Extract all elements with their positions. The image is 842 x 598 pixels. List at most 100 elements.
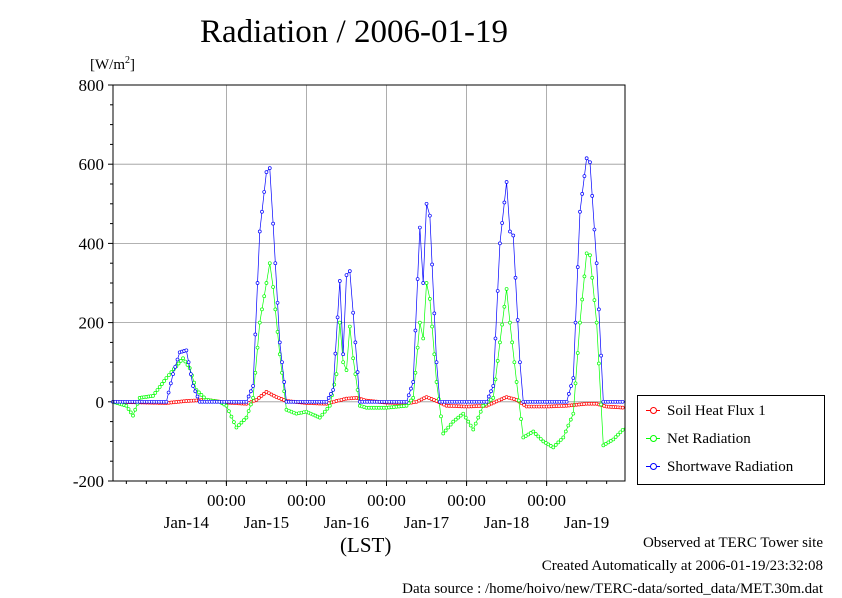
data-point <box>500 322 504 327</box>
data-point <box>478 409 483 414</box>
data-point <box>443 428 448 433</box>
data-point <box>613 435 618 439</box>
data-point <box>493 377 498 382</box>
data-point <box>253 332 258 337</box>
data-point <box>432 352 437 357</box>
data-point <box>128 410 133 415</box>
data-point <box>578 209 582 214</box>
data-point <box>561 435 566 440</box>
data-point <box>456 415 461 420</box>
data-point <box>531 429 536 434</box>
data-point <box>131 413 135 418</box>
data-point <box>498 241 502 246</box>
y-tick-label: 400 <box>79 234 105 253</box>
data-point <box>322 409 327 414</box>
data-point <box>588 253 592 258</box>
data-point <box>234 425 239 430</box>
data-point <box>575 351 580 355</box>
data-point <box>513 275 518 280</box>
data-point <box>413 370 418 375</box>
data-point <box>590 275 595 280</box>
data-point <box>224 403 229 408</box>
data-point <box>255 281 260 285</box>
data-point <box>355 370 360 374</box>
data-point <box>616 432 620 437</box>
data-point <box>538 437 543 441</box>
data-point <box>162 379 166 383</box>
data-point <box>582 174 587 178</box>
data-point <box>564 399 569 404</box>
data-point <box>428 213 432 218</box>
data-point <box>620 428 625 432</box>
data-point <box>262 190 267 194</box>
data-point <box>337 320 342 325</box>
data-point <box>351 310 356 315</box>
data-point <box>597 307 601 312</box>
data-point <box>273 307 278 312</box>
x-tick-label: 00:00 <box>367 491 406 510</box>
data-point <box>461 411 466 416</box>
data-point <box>481 403 486 408</box>
data-point <box>262 392 266 396</box>
unit-close: ] <box>130 57 135 73</box>
data-point <box>251 384 255 388</box>
data-point <box>267 261 272 266</box>
data-point <box>199 393 204 397</box>
data-point <box>504 180 509 184</box>
data-point <box>491 395 496 400</box>
data-point <box>566 423 571 428</box>
data-point <box>514 380 519 384</box>
data-point <box>502 304 507 309</box>
data-point <box>432 311 437 316</box>
data-point <box>344 368 349 372</box>
data-point <box>599 353 603 358</box>
data-point <box>430 262 434 267</box>
data-point <box>202 395 206 400</box>
data-point <box>571 411 576 416</box>
data-point <box>434 380 439 384</box>
data-point <box>448 422 453 427</box>
data-point <box>246 394 251 399</box>
data-point <box>232 420 236 424</box>
data-point <box>413 328 418 333</box>
data-point <box>197 390 201 395</box>
data-point <box>253 370 258 375</box>
data-point <box>571 376 576 380</box>
data-point <box>573 320 578 325</box>
data-point <box>618 430 623 435</box>
data-point <box>515 318 520 322</box>
data-point <box>418 225 422 230</box>
data-point <box>275 329 280 334</box>
data-point <box>409 386 413 391</box>
data-point <box>151 394 155 398</box>
data-point <box>415 345 420 350</box>
data-point <box>255 345 260 350</box>
data-point <box>353 340 358 345</box>
data-point <box>325 406 330 411</box>
data-point <box>500 221 504 225</box>
data-point <box>239 420 244 425</box>
data-point <box>326 395 331 400</box>
data-point <box>473 421 478 426</box>
data-point <box>451 419 456 424</box>
data-point <box>486 394 491 399</box>
data-point <box>493 336 498 341</box>
data-point <box>590 194 595 198</box>
data-point <box>254 397 259 402</box>
data-point <box>439 414 443 419</box>
data-point <box>271 221 275 226</box>
data-point <box>568 417 573 422</box>
x-tick-label: 00:00 <box>287 491 326 510</box>
data-point <box>573 381 578 386</box>
data-point <box>510 340 514 345</box>
data-point <box>317 415 322 420</box>
data-point <box>491 384 496 388</box>
data-point <box>249 389 253 394</box>
x-date-label: Jan-19 <box>564 513 609 532</box>
y-axis-unit: [W/m2] <box>90 55 135 74</box>
data-point <box>195 394 200 399</box>
data-point <box>351 356 356 361</box>
data-point <box>575 265 580 270</box>
data-point <box>264 170 269 174</box>
data-point <box>164 399 169 404</box>
